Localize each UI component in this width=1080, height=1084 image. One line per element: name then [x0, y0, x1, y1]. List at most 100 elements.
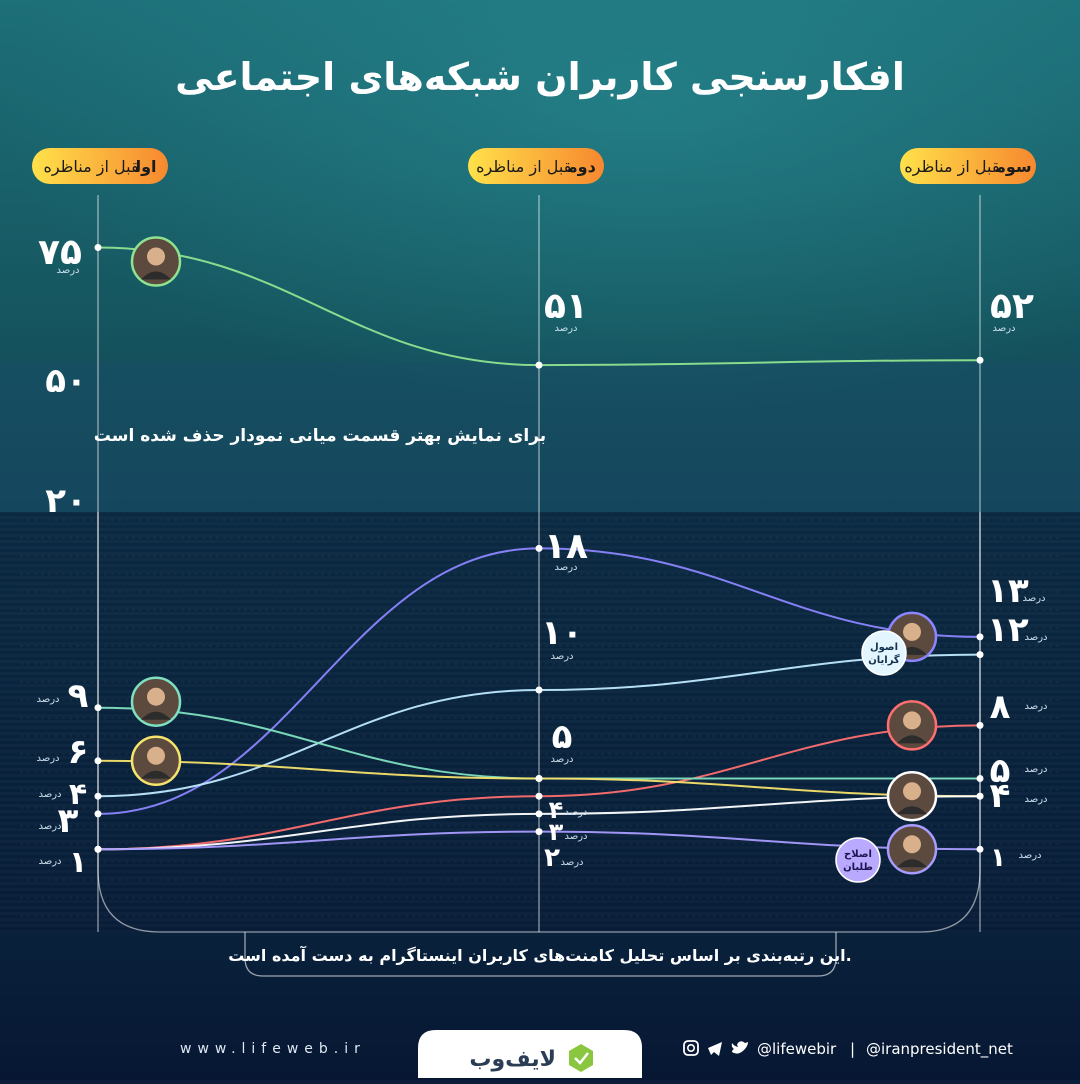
data-unit-5-2: درصد	[550, 754, 573, 765]
data-label-3-2: ۱۰	[541, 613, 583, 653]
footer-website[interactable]: www.lifeweb.ir	[180, 1041, 366, 1057]
avatar-body-icon	[141, 770, 171, 779]
data-label-4-1: ۱	[69, 845, 87, 880]
instagram-icon[interactable]	[683, 1040, 699, 1056]
data-point-3-3	[976, 651, 984, 659]
avatar-head-icon	[903, 622, 921, 641]
data-point-5-1	[94, 704, 102, 712]
chart-frame	[97, 512, 981, 933]
avatar-body-icon	[141, 711, 171, 720]
data-label-2-2: ۱۸	[544, 526, 588, 567]
data-label-4-3: ۸	[990, 687, 1011, 727]
badge-circle	[861, 630, 907, 676]
avatar-head-icon	[903, 711, 921, 730]
data-unit-4-3: درصد	[1024, 701, 1047, 712]
data-label-3-1: ۴	[69, 777, 87, 812]
data-label-8-3: ۱	[990, 843, 1006, 873]
candidate-photo-5[interactable]	[130, 676, 182, 727]
candidate-photo-1[interactable]	[130, 236, 182, 287]
badge-pill	[468, 148, 604, 184]
data-unit-8-2: درصد	[560, 857, 583, 868]
data-label-3-3: ۱۲	[987, 610, 1029, 650]
badge-label-prefix: قبل از مناظره	[904, 157, 1001, 177]
data-point-4-2	[535, 792, 543, 800]
twitter-icon[interactable]	[731, 1041, 748, 1054]
avatar-body-icon	[141, 271, 171, 280]
data-point-8-1	[94, 845, 102, 853]
data-unit-4-1: درصد	[38, 856, 61, 867]
footer-brand[interactable]: لایف‌وب	[418, 1030, 642, 1078]
footnote-frame	[244, 932, 837, 977]
avatar-head-icon	[147, 746, 165, 765]
badge-circle	[835, 837, 881, 883]
brand-name: لایف‌وب	[469, 1047, 556, 1072]
page-title: افکارسنجی کاربران شبکه‌های اجتماعی	[175, 55, 905, 99]
badge-line-2: گرایان	[868, 653, 900, 666]
data-point-6-2	[535, 775, 543, 782]
data-point-2-1	[94, 810, 102, 818]
column-badges: اولقبل از مناظره دومقبل از مناظره سومقبل ا…	[32, 148, 1036, 184]
data-label-6-3: ۴	[990, 776, 1011, 816]
data-point-2-2	[535, 544, 543, 552]
data-points	[94, 244, 984, 853]
check-icon	[574, 1052, 589, 1065]
candidate-photo-6[interactable]	[130, 735, 182, 787]
data-unit-5-1: درصد	[36, 694, 59, 705]
data-point-1-3	[976, 356, 984, 364]
grid	[20, 519, 1060, 917]
data-unit-5-3: درصد	[1024, 764, 1047, 775]
footer-separator: |	[850, 1040, 855, 1058]
data-label-1-3: ۵۲	[990, 286, 1034, 327]
footer-handle-2[interactable]: @iranpresident_net	[866, 1040, 1013, 1059]
tick-label-50: ۵۰	[45, 361, 87, 401]
data-unit-2-2: درصد	[554, 562, 577, 573]
badge-label: سومقبل از مناظره	[904, 157, 1031, 177]
badge-label: دومقبل از مناظره	[476, 157, 596, 177]
candidate-photo-4[interactable]	[886, 700, 938, 751]
data-label-1-2: ۵۱	[544, 286, 588, 327]
data-point-3-1	[94, 792, 102, 800]
data-label-8-2: ۲	[544, 843, 560, 873]
data-point-5-3	[976, 775, 984, 782]
column-badge-1: اولقبل از مناظره	[32, 148, 168, 184]
series-line-2	[97, 547, 981, 815]
footer-handle-1[interactable]: @lifewebir	[757, 1040, 837, 1058]
data-unit-6-3: درصد	[1024, 794, 1047, 805]
badge-line-2: طلبان	[843, 862, 873, 873]
telegram-icon[interactable]	[708, 1042, 722, 1056]
candidate-photo-7[interactable]	[886, 770, 938, 822]
candidate-photo-8[interactable]	[886, 824, 938, 875]
candidate-photos	[130, 236, 938, 875]
data-point-4-3	[976, 721, 984, 729]
data-label-5-1: ۹	[68, 676, 89, 716]
data-label-5-3: ۵	[990, 751, 1011, 791]
data-unit-7-2: درصد	[564, 831, 587, 842]
data-unit-3-3: درصد	[1024, 632, 1047, 643]
avatar-body-icon	[897, 806, 927, 815]
tick-label-20: ۲۰	[45, 481, 87, 521]
data-unit-3-2: درصد	[550, 651, 573, 662]
data-point-8-2	[535, 828, 543, 836]
data-point-7-2	[535, 810, 543, 818]
data-unit-1-2: درصد	[554, 323, 577, 334]
avatar-body-icon	[897, 735, 927, 744]
avatar-body-icon	[897, 859, 927, 868]
tick-label-75: ۷۵	[38, 232, 82, 273]
data-unit-2-1: درصد	[38, 821, 61, 832]
axis-break-band	[0, 362, 1080, 512]
group-badge-reformists: اصلاح طلبان	[835, 837, 881, 883]
badge-pill	[900, 148, 1036, 184]
avatar-head-icon	[147, 687, 165, 706]
avatar-head-icon	[147, 247, 165, 266]
footnote-text: این رتبه‌بندی بر اساس تحلیل کامنت‌های کا…	[228, 945, 852, 965]
badge-label-strong: دوم	[567, 157, 596, 176]
data-unit-3-1: درصد	[38, 789, 61, 800]
data-unit-2-3: درصد	[1022, 593, 1045, 604]
badge-label-prefix: قبل از مناظره	[476, 157, 573, 177]
avatar-head-icon	[903, 835, 921, 854]
badge-label-prefix: قبل از مناظره	[43, 157, 140, 177]
data-label-6-1: ۶	[68, 732, 89, 772]
